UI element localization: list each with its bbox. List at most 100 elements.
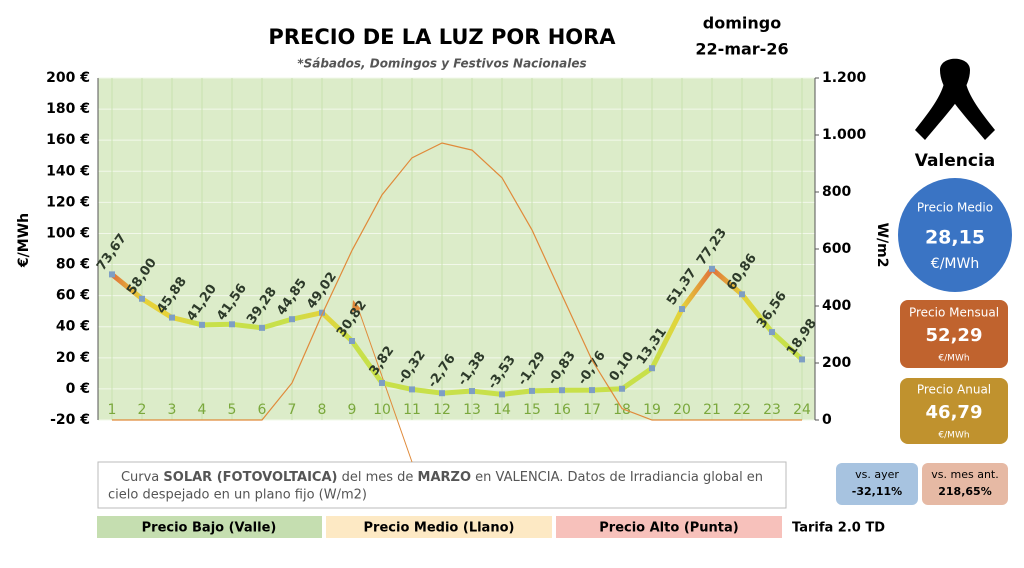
x-tick-label: 11: [403, 402, 421, 418]
price-marker: [169, 314, 175, 321]
x-tick-label: 23: [763, 402, 781, 418]
x-tick-label: 1: [108, 402, 117, 418]
price-marker: [739, 291, 745, 298]
average-badge: [898, 178, 1012, 292]
price-marker: [379, 379, 385, 386]
legend-label: Precio Bajo (Valle): [142, 521, 277, 536]
y-tick-label: 160 €: [46, 132, 90, 148]
y-tick-label: 40 €: [56, 319, 90, 335]
price-marker: [469, 388, 475, 395]
x-tick-label: 7: [288, 402, 297, 418]
price-marker: [139, 295, 145, 302]
average-value: 28,15: [925, 227, 985, 249]
annual-value: 46,79: [926, 402, 983, 423]
x-tick-label: 14: [493, 402, 511, 418]
price-marker: [289, 316, 295, 323]
y2-tick-label: 1.200: [822, 70, 867, 86]
x-tick-label: 5: [228, 402, 237, 418]
price-marker: [229, 321, 235, 328]
price-marker: [589, 387, 595, 394]
y-tick-label: 100 €: [46, 225, 90, 241]
x-tick-label: 17: [583, 402, 601, 418]
note-line: Curva SOLAR (FOTOVOLTAICA) del mes de MA…: [121, 470, 763, 485]
plot-area: [98, 78, 815, 420]
y-tick-label: 60 €: [56, 288, 90, 304]
price-marker: [109, 271, 115, 278]
x-tick-label: 21: [703, 402, 721, 418]
x-tick-label: 2: [138, 402, 147, 418]
x-tick-label: 3: [168, 402, 177, 418]
x-tick-label: 20: [673, 402, 691, 418]
price-marker: [199, 321, 205, 328]
monthly-value: 52,29: [926, 325, 983, 346]
average-unit: €/MWh: [931, 256, 979, 272]
x-tick-label: 12: [433, 402, 451, 418]
note-text: del mes de: [337, 470, 417, 485]
y2-axis-label: W/m2: [874, 223, 890, 268]
legend-label: Precio Alto (Punta): [599, 521, 738, 536]
price-marker: [499, 391, 505, 398]
x-tick-label: 10: [373, 402, 391, 418]
price-marker: [529, 387, 535, 394]
price-marker: [349, 337, 355, 344]
annual-label: Precio Anual: [917, 383, 991, 397]
subtitle: *Sábados, Domingos y Festivos Nacionales: [297, 57, 586, 71]
note-text: en VALENCIA. Datos de Irradiancia global…: [471, 470, 763, 485]
x-tick-label: 8: [318, 402, 327, 418]
y-tick-label: 80 €: [56, 257, 90, 273]
note-line: cielo despejado en un plano fijo (W/m2): [108, 488, 367, 503]
x-tick-label: 19: [643, 402, 661, 418]
x-tick-label: 6: [258, 402, 267, 418]
x-tick-label: 18: [613, 402, 631, 418]
price-marker: [259, 324, 265, 331]
annual-unit: €/MWh: [938, 431, 969, 441]
price-marker: [649, 365, 655, 372]
tariff: Tarifa 2.0 TD: [792, 521, 885, 536]
y-axis-label: €/MWh: [16, 213, 32, 268]
vs-month-value: 218,65%: [938, 485, 991, 498]
legend-swatch: [326, 516, 552, 538]
ribbon-icon: [915, 58, 995, 140]
price-marker: [439, 390, 445, 397]
y2-tick-label: 600: [822, 241, 851, 257]
note-text: Curva: [121, 470, 163, 485]
y-tick-label: -20 €: [50, 412, 90, 428]
price-line: [110, 266, 804, 397]
x-tick-label: 15: [523, 402, 541, 418]
vs-yesterday-label: vs. ayer: [855, 468, 899, 481]
solar-line: [112, 142, 802, 421]
date: 22-mar-26: [695, 40, 788, 59]
vs-yesterday-value: -32,11%: [852, 485, 902, 498]
y2-tick-label: 200: [822, 355, 851, 371]
note-text: MARZO: [418, 470, 472, 485]
monthly-unit: €/MWh: [938, 354, 969, 364]
chart-title: PRECIO DE LA LUZ POR HORA: [268, 25, 616, 49]
x-tick-label: 22: [733, 402, 751, 418]
y2-tick-label: 0: [822, 412, 832, 428]
price-marker: [619, 385, 625, 392]
day: domingo: [703, 14, 781, 33]
monthly-box: [900, 300, 1008, 368]
x-tick-label: 9: [348, 402, 357, 418]
price-marker: [709, 265, 715, 272]
x-tick-label: 13: [463, 402, 481, 418]
annual-box: [900, 378, 1008, 444]
price-marker: [409, 386, 415, 393]
monthly-label: Precio Mensual: [909, 306, 999, 320]
x-tick-label: 16: [553, 402, 571, 418]
y-tick-label: 200 €: [46, 70, 90, 86]
price-marker: [799, 356, 805, 363]
price-marker: [559, 387, 565, 394]
y2-tick-label: 1.000: [822, 127, 867, 143]
city: Valencia: [915, 151, 996, 171]
price-marker: [769, 329, 775, 336]
legend-swatch: [97, 516, 322, 538]
y2-tick-label: 800: [822, 184, 851, 200]
note-text: SOLAR (FOTOVOLTAICA): [163, 470, 337, 485]
price-marker: [679, 306, 685, 313]
price-marker: [319, 309, 325, 316]
y-tick-label: 0 €: [66, 381, 90, 397]
y-tick-label: 180 €: [46, 101, 90, 117]
y-tick-label: 120 €: [46, 194, 90, 210]
